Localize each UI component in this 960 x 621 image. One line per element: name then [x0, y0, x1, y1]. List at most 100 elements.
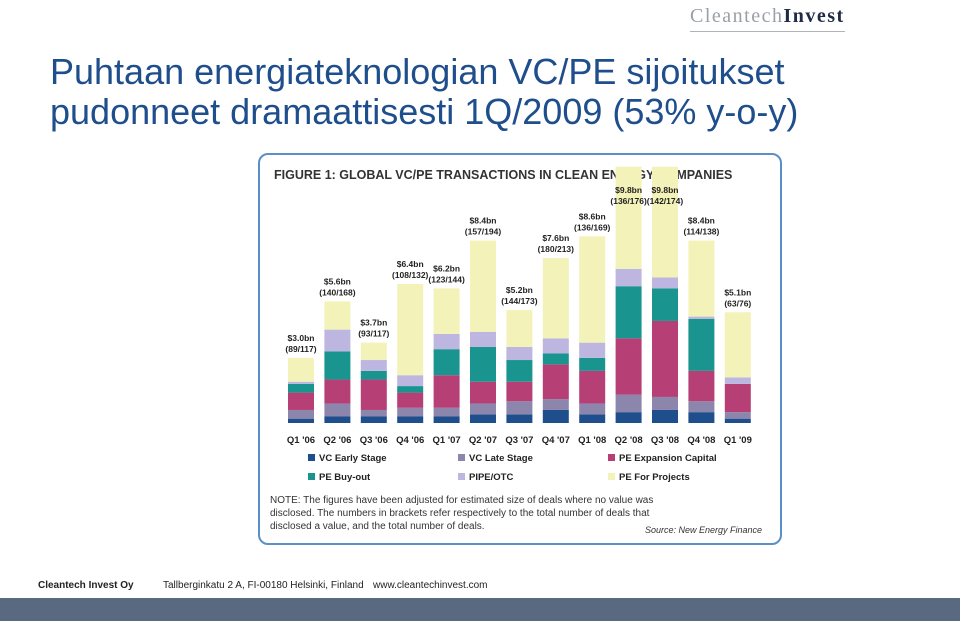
- bar-segment: [397, 386, 424, 393]
- bar-segment: [615, 166, 642, 269]
- footer-website-link[interactable]: www.cleantechinvest.com: [373, 580, 488, 591]
- total-value-label: $3.0bn: [288, 333, 315, 343]
- bar-segment: [433, 416, 460, 423]
- bar-segment: [652, 166, 678, 278]
- legend-label: PE Buy-out: [319, 472, 371, 483]
- bar-segment: [506, 310, 533, 347]
- deal-count-label: (63/76): [724, 298, 751, 308]
- legend-label: PE For Projects: [619, 472, 690, 483]
- bar-segment: [724, 312, 751, 378]
- figure-frame: FIGURE 1: GLOBAL VC/PE TRANSACTIONS IN C…: [258, 153, 782, 545]
- bar-segment: [360, 416, 387, 423]
- bar-segment: [688, 240, 715, 317]
- footer-company: Cleantech Invest Oy: [38, 580, 134, 591]
- bar-segment: [397, 284, 424, 376]
- deal-count-label: (123/144): [428, 274, 465, 284]
- footer-address: Tallberginkatu 2 A, FI-00180 Helsinki, F…: [163, 580, 364, 591]
- bar-segment: [688, 401, 715, 413]
- bar-segment: [360, 360, 387, 371]
- bar-segment: [615, 338, 642, 395]
- bar-segment: [579, 403, 606, 415]
- bar-segment: [542, 257, 569, 339]
- total-value-label: $8.4bn: [688, 216, 715, 226]
- deal-count-label: (136/176): [610, 196, 647, 206]
- deal-count-label: (114/138): [683, 227, 719, 237]
- chart-note-line: NOTE: The figures have been adjusted for…: [270, 495, 653, 506]
- slide-title: Puhtaan energiateknologian VC/PE sijoitu…: [50, 52, 870, 132]
- bar-segment: [288, 357, 314, 382]
- bar-segment: [724, 383, 751, 413]
- total-value-label: $5.1bn: [724, 287, 751, 297]
- x-tick-label: Q3 '06: [360, 435, 388, 446]
- bar-segment: [579, 236, 606, 343]
- total-value-label: $6.4bn: [397, 259, 424, 269]
- chart-note-line: disclosed a value, and the total number …: [270, 521, 485, 532]
- bar-segment: [397, 375, 424, 387]
- chart-source: Source: New Energy Finance: [645, 525, 762, 535]
- bar-segment: [542, 399, 569, 410]
- bar-segment: [506, 360, 533, 382]
- bar-segment: [470, 403, 496, 415]
- bar-segment: [324, 416, 351, 423]
- bar-segment: [433, 375, 460, 408]
- bar-segment: [688, 318, 715, 371]
- slide-title-line2: pudonneet dramaattisesti 1Q/2009 (53% y-…: [50, 91, 799, 132]
- bar-segment: [615, 394, 642, 413]
- bar-segment: [433, 349, 460, 376]
- x-tick-label: Q2 '07: [469, 435, 497, 446]
- total-value-label: $3.7bn: [360, 318, 387, 328]
- x-tick-label: Q4 '07: [542, 435, 570, 446]
- bar-segment: [542, 409, 569, 423]
- legend-swatch: [608, 473, 615, 480]
- bar-segment: [324, 329, 351, 352]
- footer: Cleantech Invest Oy Tallberginkatu 2 A, …: [0, 578, 960, 594]
- bar-segment: [324, 403, 351, 417]
- bar-segment: [470, 347, 496, 382]
- bar-segment: [579, 414, 606, 423]
- total-value-label: $5.2bn: [506, 285, 533, 295]
- deal-count-label: (142/174): [647, 196, 684, 206]
- bar-segment: [288, 381, 314, 384]
- total-value-label: $5.6bn: [324, 276, 351, 286]
- bar-segment: [688, 412, 715, 423]
- bar-segment: [542, 353, 569, 365]
- bar-segment: [470, 331, 496, 347]
- x-tick-label: Q1 '09: [724, 435, 752, 446]
- total-value-label: $9.8bn: [615, 185, 642, 195]
- bar-segment: [724, 412, 751, 419]
- bar-segment: [506, 414, 533, 423]
- bar-segment: [506, 401, 533, 415]
- bar-segment: [360, 370, 387, 380]
- bar-segment: [288, 383, 314, 393]
- bar-segment: [360, 342, 387, 361]
- legend-label: PIPE/OTC: [469, 472, 513, 483]
- logo-word-cleantech: Cleantech: [690, 5, 784, 27]
- legend-swatch: [308, 473, 315, 480]
- bar-segment: [724, 418, 751, 423]
- stacked-bar-chart: FIGURE 1: GLOBAL VC/PE TRANSACTIONS IN C…: [270, 166, 762, 535]
- bar-segment: [652, 409, 678, 423]
- bar-segment: [688, 316, 715, 319]
- slide-title-line1: Puhtaan energiateknologian VC/PE sijoitu…: [50, 51, 785, 92]
- legend-swatch: [308, 454, 315, 461]
- bar-segment: [324, 351, 351, 380]
- total-value-label: $7.6bn: [542, 233, 569, 243]
- bar-segment: [470, 240, 496, 332]
- deal-count-label: (89/117): [285, 344, 316, 354]
- deal-count-label: (108/132): [392, 270, 429, 280]
- bar-segment: [652, 320, 678, 397]
- legend-label: PE Expansion Capital: [619, 453, 717, 464]
- deal-count-label: (144/173): [501, 296, 538, 306]
- legend-swatch: [458, 473, 465, 480]
- bar-segment: [506, 381, 533, 402]
- bar-segment: [615, 268, 642, 287]
- bar-segment: [579, 342, 606, 358]
- bar-segment: [724, 377, 751, 384]
- bar-segment: [288, 418, 314, 423]
- bar-segment: [652, 277, 678, 289]
- bar-segment: [579, 370, 606, 404]
- deal-count-label: (93/117): [358, 329, 389, 339]
- logo-word-invest: Invest: [783, 5, 845, 27]
- bar-segment: [542, 338, 569, 354]
- x-tick-label: Q4 '06: [396, 435, 424, 446]
